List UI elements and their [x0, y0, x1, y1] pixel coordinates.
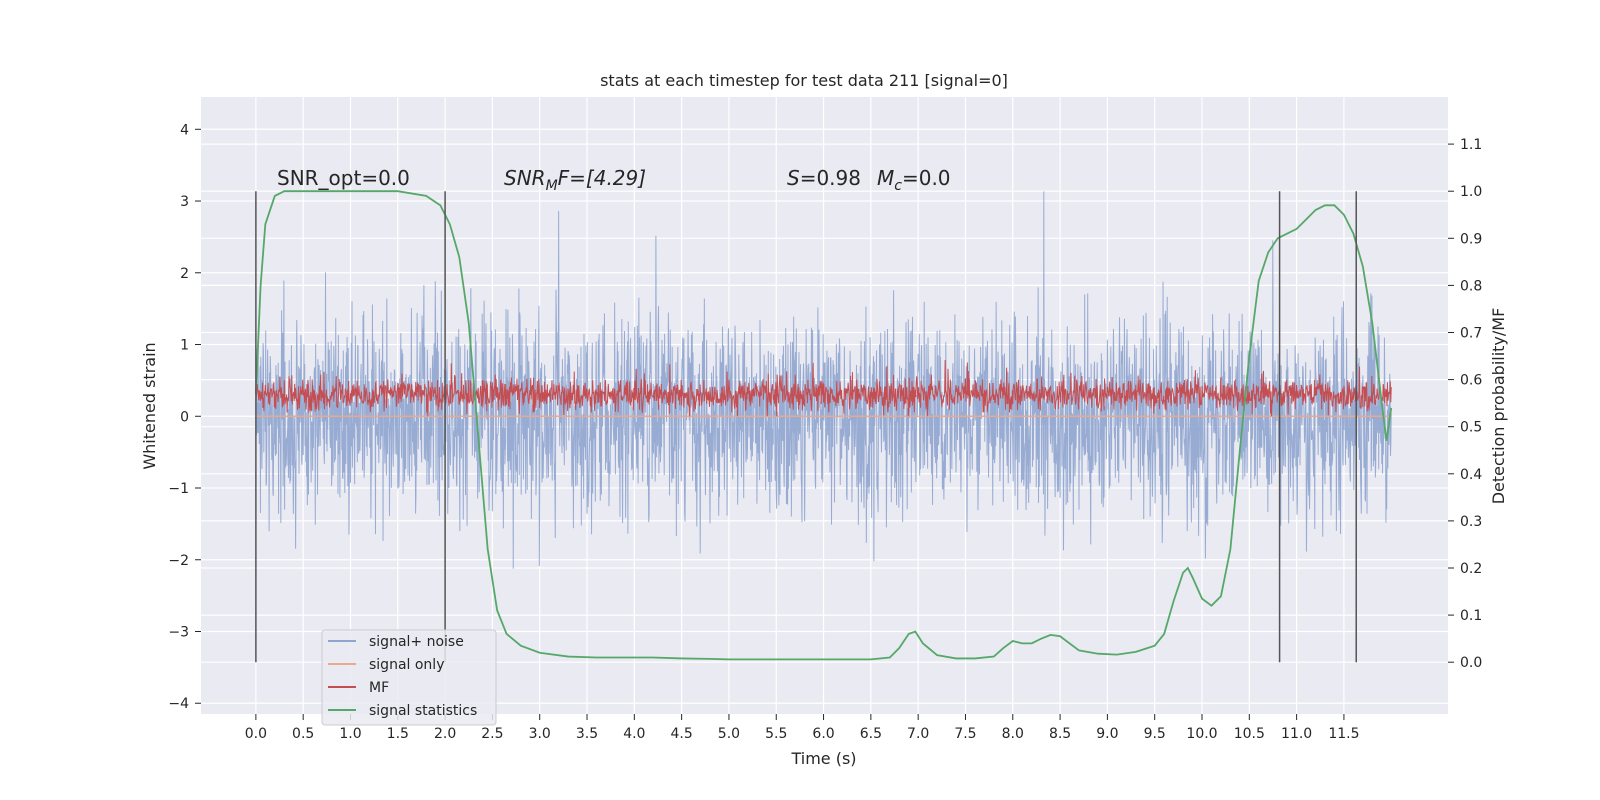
x-tick-label: 11.0	[1281, 726, 1312, 742]
y-right-tick-label: 0.8	[1460, 278, 1482, 294]
x-tick-label: 6.0	[812, 726, 834, 742]
legend-label: signal+ noise	[369, 634, 464, 650]
y-right-tick-label: 0.7	[1460, 325, 1482, 341]
y-right-tick-label: 0.1	[1460, 608, 1482, 624]
y-left-tick-label: −4	[168, 696, 189, 712]
y-left-tick-label: 1	[180, 338, 189, 354]
y-right-tick-label: 1.0	[1460, 184, 1482, 200]
y-right-tick-label: 0.5	[1460, 420, 1482, 436]
x-tick-label: 10.0	[1186, 726, 1217, 742]
x-tick-label: 1.5	[387, 726, 409, 742]
y-axis-right: 1.1 1.0 0.9 0.8 0.7 0.6 0.5 0.4 0.3 0.2 0.1 0.0	[1448, 137, 1482, 671]
x-tick-label: 2.0	[434, 726, 456, 742]
snr-mf-symbol: SNR	[504, 166, 546, 190]
y-left-tick-label: −3	[168, 624, 189, 640]
x-tick-label: 1.0	[339, 726, 361, 742]
x-tick-label: 0.0	[245, 726, 267, 742]
x-tick-label: 7.5	[954, 726, 976, 742]
mc-symbol: M	[877, 166, 894, 190]
series-signal-statistics	[254, 190, 1393, 661]
snr-mf-subscript: M	[546, 178, 558, 194]
y-right-tick-label: 0.6	[1460, 373, 1482, 389]
mc-subscript: c	[894, 178, 902, 194]
x-tick-label: 3.5	[576, 726, 598, 742]
y-left-tick-label: 3	[180, 194, 189, 210]
x-tick-label: 10.5	[1234, 726, 1265, 742]
y-right-tick-label: 0.4	[1460, 467, 1482, 483]
vertical-markers	[255, 191, 1357, 663]
y-right-tick-label: 0.3	[1460, 514, 1482, 530]
x-tick-label: 9.0	[1096, 726, 1118, 742]
x-tick-label: 6.5	[860, 726, 882, 742]
x-tick-label: 5.5	[765, 726, 787, 742]
legend: signal+ noise signal only MF signal statist…	[321, 629, 497, 726]
x-tick-label: 8.0	[1002, 726, 1024, 742]
y-right-tick-label: 0.2	[1460, 561, 1482, 577]
legend-label: MF	[369, 680, 389, 696]
x-tick-label: 11.5	[1328, 726, 1359, 742]
x-tick-label: 7.0	[907, 726, 929, 742]
y-left-tick-label: 0	[180, 409, 189, 425]
legend-box	[321, 629, 497, 726]
y-right-tick-label: 0.9	[1460, 231, 1482, 247]
s-value: =0.98	[800, 166, 861, 190]
annotation-snr-opt: SNR_opt=0.0	[277, 166, 410, 190]
x-tick-label: 5.0	[718, 726, 740, 742]
x-tick-label: 4.5	[671, 726, 693, 742]
annotation-s-mc: S=0.98 Mc=0.0	[787, 166, 951, 194]
x-tick-label: 2.5	[481, 726, 503, 742]
y-left-tick-label: 4	[180, 122, 189, 138]
y-right-tick-label: 0.0	[1460, 655, 1482, 671]
x-tick-label: 9.5	[1144, 726, 1166, 742]
legend-label: signal only	[369, 657, 444, 673]
snr-mf-value: F=[4.29]	[558, 166, 646, 190]
y-axis-left: 4 3 2 1 0 −1 −2 −3 −4	[168, 122, 201, 712]
x-axis-label: Time (s)	[790, 749, 856, 768]
x-tick-label: 0.5	[292, 726, 314, 742]
s-symbol: S	[787, 166, 800, 190]
y-axis-right-label: Detection probability/MF	[1489, 308, 1508, 505]
y-axis-left-label: Whitened strain	[140, 342, 159, 469]
annotation-snr-mf: SNRMF=[4.29]	[504, 166, 646, 194]
x-tick-label: 4.0	[623, 726, 645, 742]
x-tick-label: 8.5	[1049, 726, 1071, 742]
x-axis: 0.0 0.5 1.0 1.5 2.0 2.5 3.0 3.5 4.0 4.5 5.0 5.5 6.0 6…	[245, 714, 1360, 742]
x-tick-label: 3.0	[529, 726, 551, 742]
y-left-tick-label: −1	[168, 481, 189, 497]
y-right-tick-label: 1.1	[1460, 137, 1482, 153]
chart-title: stats at each timestep for test data 211…	[600, 71, 1008, 90]
y-left-tick-label: 2	[180, 266, 189, 282]
y-left-tick-label: −2	[168, 553, 189, 569]
mc-value: =0.0	[902, 166, 951, 190]
legend-label: signal statistics	[369, 703, 477, 719]
